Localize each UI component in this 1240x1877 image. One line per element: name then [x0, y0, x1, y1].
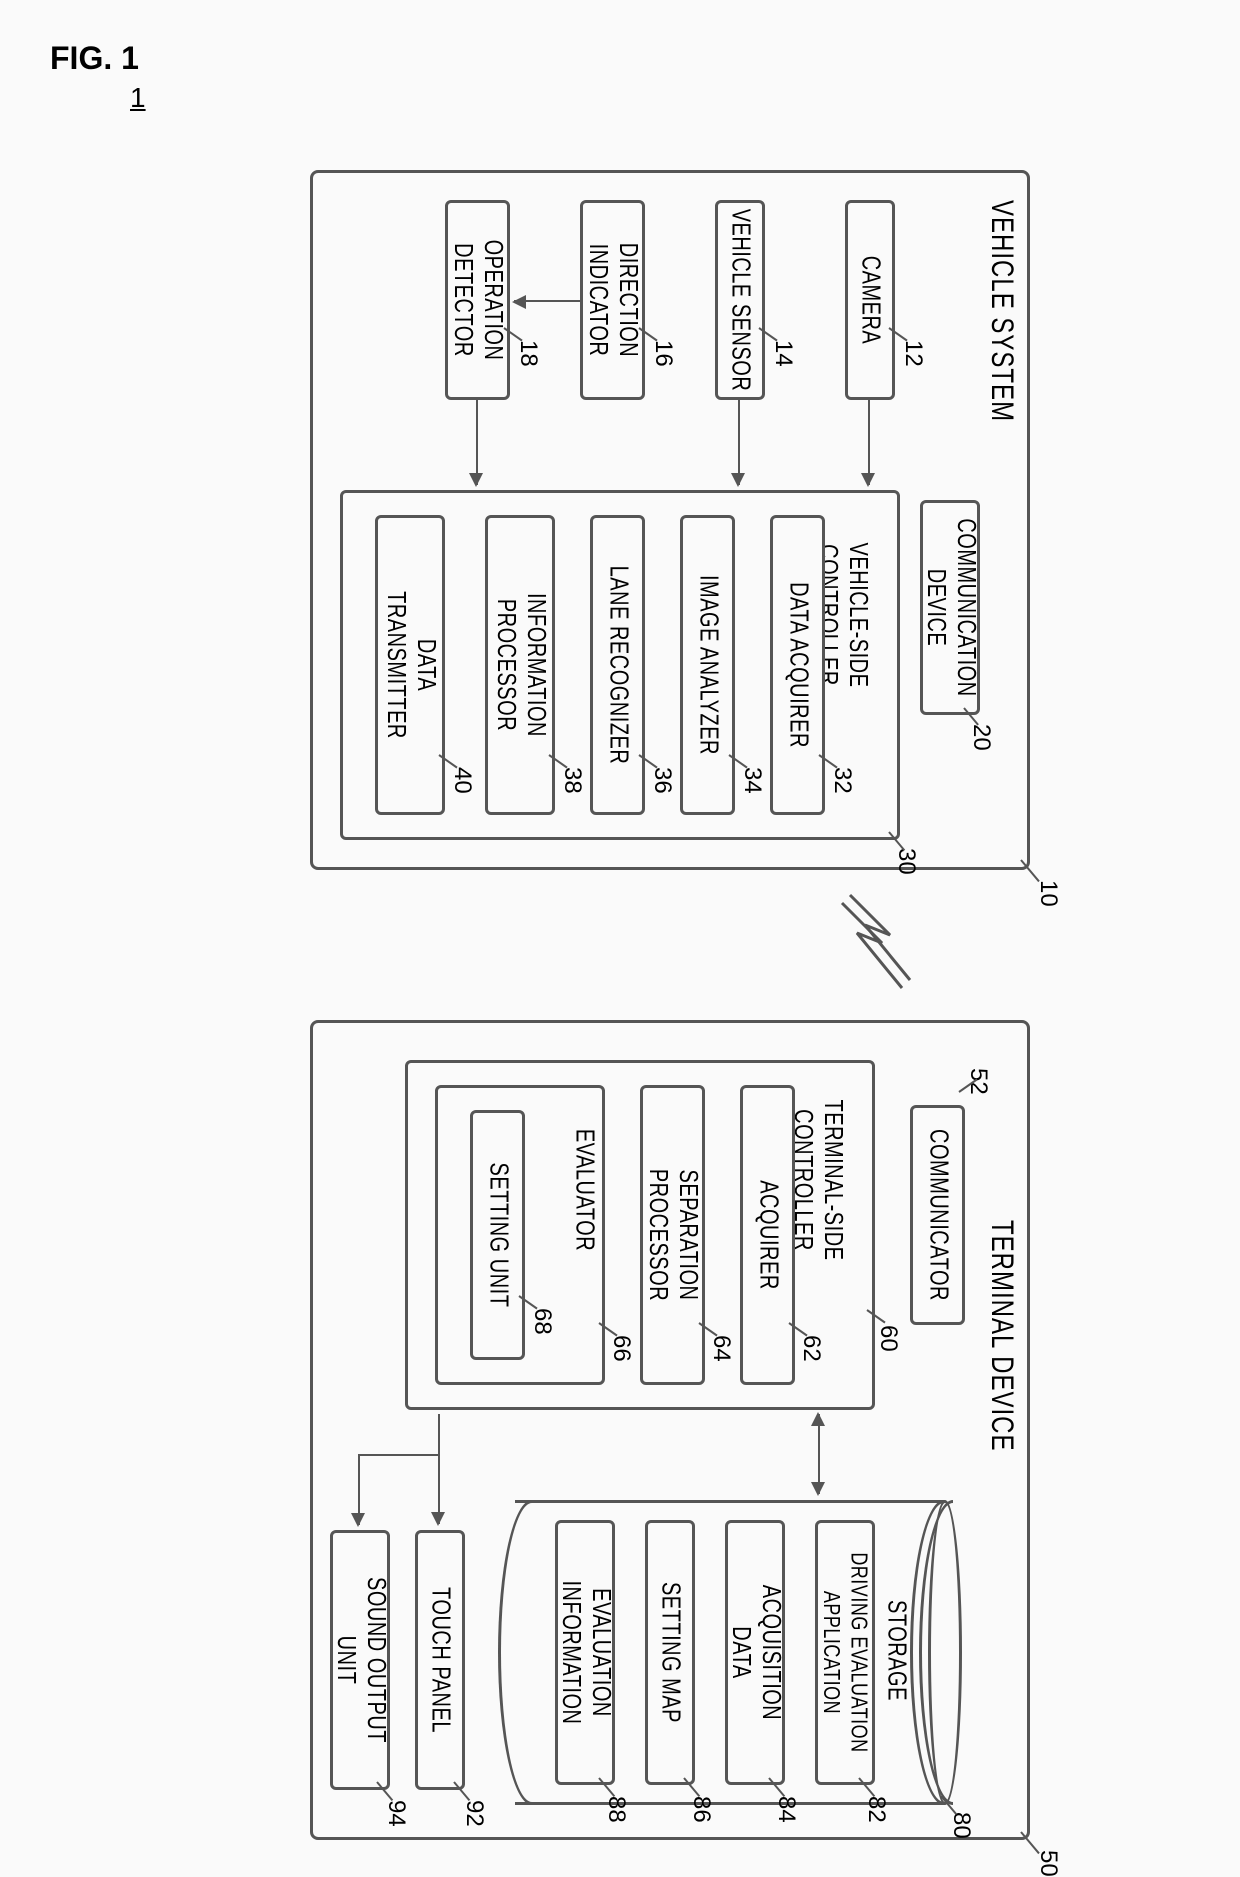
- vehicle-sensor-block: VEHICLE SENSOR: [715, 200, 765, 400]
- arrow-to-touch: [438, 1414, 440, 1524]
- direction-indicator-block: DIRECTION INDICATOR: [580, 200, 645, 400]
- image-analyzer-block: IMAGE ANALYZER: [680, 515, 735, 815]
- operation-detector-block: OPERATION DETECTOR: [445, 200, 510, 400]
- arrow-dir-to-op: [514, 300, 580, 302]
- ref-38: 38: [558, 767, 586, 794]
- ref-10: 10: [1034, 880, 1062, 907]
- data-acquirer-block: DATA ACQUIRER: [770, 515, 825, 815]
- setting-unit-block: SETTING UNIT: [470, 1110, 525, 1360]
- wireless-icon: [810, 885, 920, 995]
- terminal-controller-title: TERMINAL-SIDE CONTROLLER: [794, 1080, 863, 1280]
- ref-94: 94: [382, 1800, 410, 1827]
- vehicle-system-title: VEHICLE SYSTEM: [983, 200, 1019, 422]
- ref-20: 20: [967, 724, 995, 751]
- driving-eval-app-block: DRIVING EVALUATION APPLICATION: [815, 1520, 875, 1785]
- ref-64: 64: [707, 1335, 735, 1362]
- ref-18: 18: [514, 340, 542, 367]
- ref-66: 66: [607, 1335, 635, 1362]
- data-transmitter-block: DATA TRANSMITTER: [375, 515, 445, 815]
- diagram: VEHICLE SYSTEM 10 CAMERA 12 VEHICLE SENS…: [50, 160, 1100, 1860]
- lane-recognizer-block: LANE RECOGNIZER: [590, 515, 645, 815]
- ref-68: 68: [528, 1308, 556, 1335]
- ref-86: 86: [687, 1796, 715, 1823]
- ref-92: 92: [460, 1800, 488, 1827]
- arrow-opdet: [476, 400, 478, 485]
- arrow-ctrl-storage: [818, 1414, 820, 1494]
- ref-32: 32: [828, 767, 856, 794]
- figure-label: FIG. 1: [50, 40, 1220, 77]
- arrow-camera: [868, 400, 870, 485]
- comm-device-block: COMMUNICATION DEVICE: [920, 500, 980, 715]
- evaluator-title: EVALUATOR: [572, 1100, 595, 1280]
- ref-60: 60: [874, 1325, 902, 1352]
- separation-processor-block: SEPARATION PROCESSOR: [640, 1085, 705, 1385]
- ref-14: 14: [769, 340, 797, 367]
- storage-title: STORAGE: [884, 1600, 907, 1701]
- ref-30: 30: [892, 848, 920, 875]
- arrow-sensor: [738, 400, 740, 485]
- communicator-block: COMMUNICATOR: [910, 1105, 965, 1325]
- ref-16: 16: [649, 340, 677, 367]
- ref-40: 40: [448, 767, 476, 794]
- ref-12: 12: [899, 340, 927, 367]
- eval-info-block: EVALUATION INFORMATION: [555, 1520, 615, 1785]
- ref-88: 88: [602, 1796, 630, 1823]
- terminal-device-title: TERMINAL DEVICE: [983, 1220, 1019, 1451]
- info-processor-block: INFORMATION PROCESSOR: [485, 515, 555, 815]
- touch-panel-block: TOUCH PANEL: [415, 1530, 465, 1790]
- vehicle-controller-title: VEHICLE-SIDE CONTROLLER: [819, 515, 888, 715]
- ref-52: 52: [964, 1068, 992, 1095]
- ref-82: 82: [862, 1796, 890, 1823]
- acquirer-block: ACQUIRER: [740, 1085, 795, 1385]
- ref-34: 34: [738, 767, 766, 794]
- acquisition-data-block: ACQUISITION DATA: [725, 1520, 785, 1785]
- system-number: 1: [130, 82, 1220, 114]
- ref-84: 84: [772, 1796, 800, 1823]
- sound-output-block: SOUND OUTPUT UNIT: [330, 1530, 390, 1790]
- setting-map-block: SETTING MAP: [645, 1520, 695, 1785]
- arrow-to-sound: [358, 1455, 360, 1525]
- ref-36: 36: [648, 767, 676, 794]
- ref-62: 62: [797, 1335, 825, 1362]
- camera-block: CAMERA: [845, 200, 895, 400]
- ref-80: 80: [947, 1812, 975, 1839]
